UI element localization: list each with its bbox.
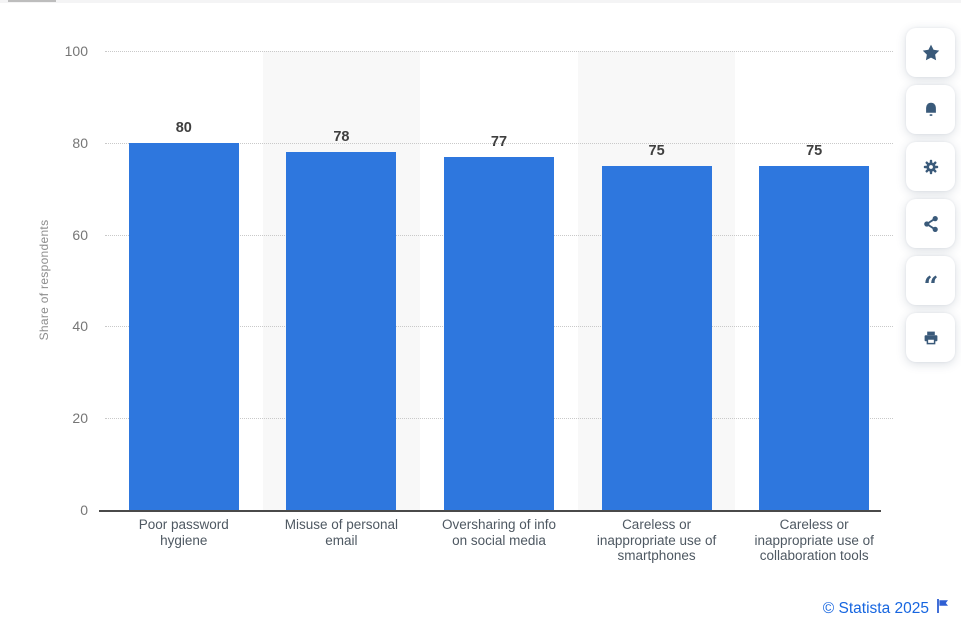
y-tick-label-0: 0 xyxy=(80,502,88,518)
printer-icon xyxy=(921,328,941,348)
bar-value-label-1: 80 xyxy=(175,119,192,136)
bar-value-label-2: 78 xyxy=(333,128,350,145)
y-tick-label-60: 60 xyxy=(72,226,88,243)
bar-column-1: 80 xyxy=(105,51,263,510)
print-button[interactable] xyxy=(906,313,955,362)
bar-4[interactable] xyxy=(601,165,712,510)
share-button[interactable] xyxy=(906,199,955,248)
plot-area: 80 78 77 75 75 xyxy=(99,51,893,512)
x-category-label-1: Poor password hygiene xyxy=(138,517,229,548)
bar-1[interactable] xyxy=(128,142,239,510)
bar-3[interactable] xyxy=(443,156,554,510)
x-category-label-5: Careless or inappropriate use of collabo… xyxy=(754,517,874,564)
x-axis-category-labels: Poor password hygiene Misuse of personal … xyxy=(105,517,893,564)
gridline-100 xyxy=(105,51,893,52)
bar-column-2: 78 xyxy=(263,51,421,510)
settings-button[interactable] xyxy=(906,142,955,191)
bar-2[interactable] xyxy=(286,151,397,510)
bar-5[interactable] xyxy=(759,165,870,510)
bar-value-label-4: 75 xyxy=(648,142,665,159)
y-tick-label-20: 20 xyxy=(72,410,88,427)
star-icon xyxy=(921,43,941,63)
gridline-80 xyxy=(105,142,893,144)
x-category-label-2: Misuse of personal email xyxy=(284,517,399,548)
bar-column-3: 77 xyxy=(420,51,578,510)
x-category-label-4: Careless or inappropriate use of smartph… xyxy=(596,517,717,564)
y-tick-label-80: 80 xyxy=(72,134,88,151)
gear-icon xyxy=(921,157,941,177)
top-edge-divider xyxy=(0,0,961,3)
svg-text:“: “ xyxy=(923,272,938,291)
notifications-button[interactable] xyxy=(906,85,955,134)
y-axis-ticks: 0 20 40 60 80 100 xyxy=(30,43,88,518)
x-category-label-3: Oversharing of info on social media xyxy=(441,517,557,548)
bar-column-5: 75 xyxy=(735,51,893,510)
copyright-link[interactable]: © Statista 2025 xyxy=(822,599,929,617)
quote-icon: “ xyxy=(920,271,942,291)
y-tick-label-40: 40 xyxy=(72,318,88,335)
share-icon xyxy=(921,214,941,234)
bar-column-4: 75 xyxy=(578,51,736,510)
chart-footer: © Statista 2025 xyxy=(823,598,950,619)
chart-action-toolbar: “ xyxy=(906,28,955,362)
y-tick-label-100: 100 xyxy=(64,43,88,59)
x-axis-line xyxy=(99,510,881,512)
bar-value-label-5: 75 xyxy=(806,142,823,159)
cite-button[interactable]: “ xyxy=(906,256,955,305)
bars-layer: 80 78 77 75 75 xyxy=(105,51,893,510)
bar-value-label-3: 77 xyxy=(490,133,508,150)
bell-icon xyxy=(921,100,941,120)
favorite-button[interactable] xyxy=(906,28,955,77)
flag-icon[interactable] xyxy=(936,598,950,619)
